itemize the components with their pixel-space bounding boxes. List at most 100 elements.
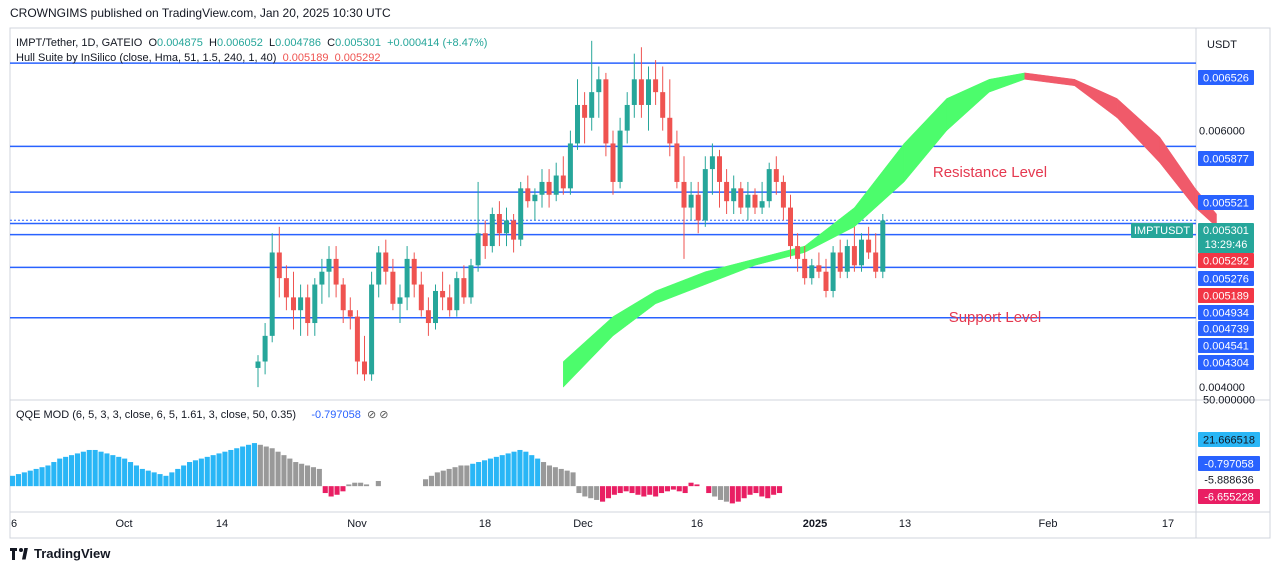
price-tag-bg bbox=[1198, 271, 1254, 286]
price-tag-label: 0.004934 bbox=[1203, 308, 1249, 320]
qqe-bar bbox=[741, 486, 747, 499]
candle-body bbox=[340, 284, 346, 311]
candle-body bbox=[766, 169, 772, 202]
symbol-legend-row: IMPT/Tether, 1D, GATEIO O0.004875 H0.006… bbox=[16, 36, 487, 51]
qqe-bar bbox=[771, 486, 777, 495]
price-tag-label: 0.004304 bbox=[1203, 358, 1249, 370]
candle-body bbox=[589, 92, 595, 118]
qqe-bar bbox=[499, 455, 505, 487]
qqe-bar bbox=[151, 472, 157, 487]
tradingview-brand-text: TradingView bbox=[34, 546, 111, 561]
qqe-bar bbox=[623, 486, 629, 492]
symbol-name[interactable]: IMPT/Tether, 1D, GATEIO bbox=[16, 37, 143, 49]
chart-frame bbox=[9, 27, 1271, 539]
hull-band-segment bbox=[1116, 97, 1160, 164]
qqe-bar bbox=[216, 453, 222, 487]
qqe-bar bbox=[251, 443, 257, 487]
candle-body bbox=[546, 181, 552, 195]
qqe-bar bbox=[145, 470, 151, 487]
candle-body bbox=[830, 252, 836, 291]
candle-body bbox=[525, 188, 531, 202]
qqe-tick-label: -0.797058 bbox=[1204, 459, 1254, 471]
candle-body bbox=[816, 265, 822, 272]
time-tick-label: 14 bbox=[216, 518, 228, 530]
qqe-bar bbox=[246, 444, 252, 487]
qqe-bar bbox=[51, 462, 57, 487]
qqe-bar bbox=[729, 486, 735, 504]
price-tag-bg bbox=[1198, 305, 1254, 320]
time-tick-label: 16 bbox=[691, 518, 703, 530]
candle-body bbox=[709, 156, 715, 170]
ohlc-change: +0.000414 (+8.47%) bbox=[387, 37, 488, 49]
qqe-bar bbox=[80, 451, 86, 487]
qqe-bar bbox=[192, 460, 198, 487]
qqe-bar bbox=[110, 455, 116, 487]
qqe-tick-label: -6.655228 bbox=[1204, 492, 1254, 504]
price-tag-label: 0.006526 bbox=[1203, 73, 1249, 85]
price-tag-label: 0.005189 bbox=[1203, 291, 1249, 303]
hull-band-segment bbox=[612, 290, 656, 337]
time-tick-label: Oct bbox=[115, 518, 132, 530]
qqe-bar bbox=[92, 449, 98, 487]
price-tag-bg bbox=[1198, 288, 1254, 303]
price-tag-bg bbox=[1198, 355, 1254, 370]
qqe-bar bbox=[198, 458, 204, 487]
candle-body bbox=[880, 220, 886, 272]
qqe-bar bbox=[263, 446, 269, 487]
candle-body bbox=[802, 258, 808, 279]
qqe-bar bbox=[175, 468, 181, 487]
qqe-bar bbox=[706, 486, 712, 494]
footer-brand: TradingView bbox=[10, 546, 110, 561]
candle-body bbox=[440, 290, 446, 298]
qqe-bar bbox=[611, 486, 617, 495]
countdown-label: 13:29:46 bbox=[1205, 239, 1248, 251]
qqe-bar bbox=[487, 458, 493, 487]
candle-body bbox=[624, 104, 630, 131]
candle-body bbox=[404, 258, 410, 298]
chart-legend: IMPT/Tether, 1D, GATEIO O0.004875 H0.006… bbox=[16, 36, 487, 66]
candle-body bbox=[567, 143, 573, 189]
candle-body bbox=[283, 278, 289, 298]
candle-body bbox=[837, 252, 843, 272]
qqe-bar bbox=[676, 486, 682, 492]
qqe-bar bbox=[659, 486, 665, 494]
time-tick-label: 6 bbox=[11, 518, 17, 530]
candle-body bbox=[411, 258, 417, 285]
qqe-bar bbox=[605, 486, 611, 499]
qqe-bar bbox=[482, 460, 488, 487]
candle-body bbox=[255, 361, 261, 368]
qqe-bar bbox=[234, 448, 240, 487]
qqe-bar bbox=[187, 462, 193, 487]
price-tag-bg bbox=[1198, 338, 1254, 353]
candle-body bbox=[447, 297, 453, 311]
candle-body bbox=[390, 271, 396, 304]
qqe-bar bbox=[269, 448, 275, 487]
hull-band-segment bbox=[1024, 72, 1075, 87]
qqe-visibility-icon[interactable]: ⊘ ⊘ bbox=[366, 409, 389, 421]
qqe-bar bbox=[281, 455, 287, 487]
candle-body bbox=[575, 104, 580, 144]
indicator-name[interactable]: Hull Suite by InSilico (close, Hma, 51, … bbox=[16, 52, 277, 64]
qqe-bar bbox=[641, 486, 647, 497]
qqe-bar bbox=[116, 456, 122, 487]
hull-band-segment bbox=[705, 258, 756, 285]
qqe-bar bbox=[328, 486, 334, 497]
candle-body bbox=[269, 252, 275, 336]
candle-body bbox=[780, 181, 786, 208]
price-tag-bg bbox=[1198, 195, 1254, 210]
candle-body bbox=[298, 297, 304, 311]
qqe-bar bbox=[98, 451, 104, 487]
price-tick-label: 0.006000 bbox=[1199, 126, 1245, 138]
candle-body bbox=[553, 175, 559, 195]
ohlc-o-label: O bbox=[148, 37, 158, 49]
symbol-tag-label: IMPTUSDT bbox=[1134, 225, 1191, 237]
qqe-bar bbox=[128, 462, 134, 487]
qqe-bar bbox=[352, 482, 358, 487]
last-price-label: 0.005301 bbox=[1203, 225, 1249, 237]
qqe-name[interactable]: QQE MOD (6, 5, 3, 3, close, 6, 5, 1.61, … bbox=[16, 409, 297, 421]
qqe-bar bbox=[222, 451, 228, 487]
time-tick-label: 18 bbox=[479, 518, 491, 530]
indicator-legend-row: Hull Suite by InSilico (close, Hma, 51, … bbox=[16, 51, 487, 66]
